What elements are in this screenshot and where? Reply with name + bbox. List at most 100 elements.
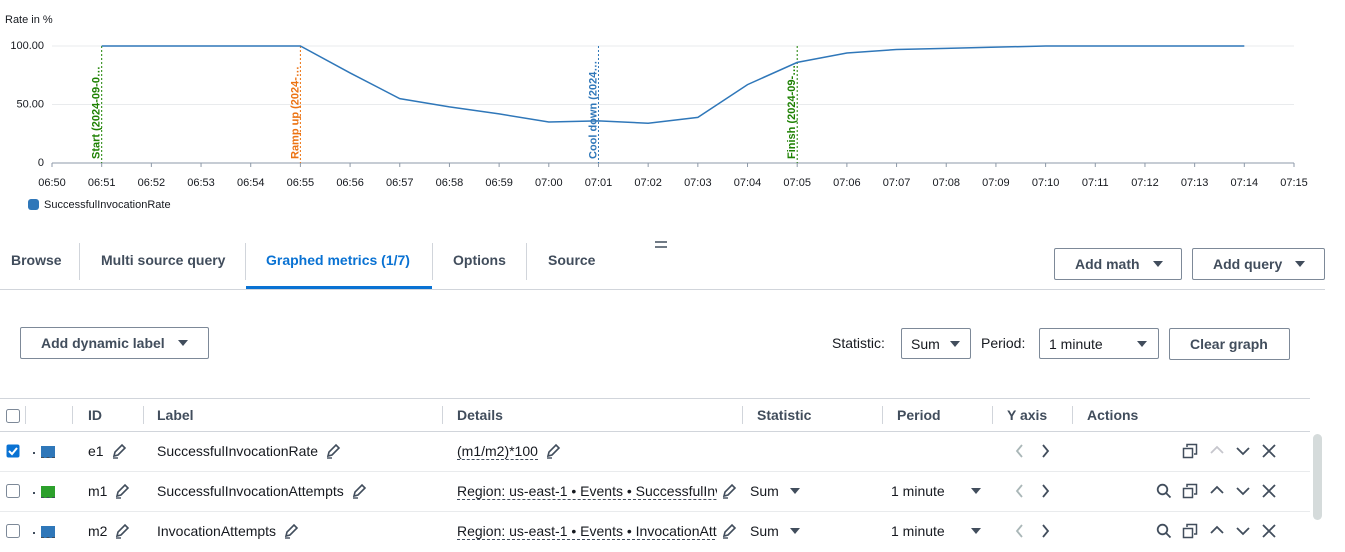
tab-separator <box>245 243 246 280</box>
metric-details[interactable]: Region: us-east-1 • Events • SuccessfulI… <box>457 481 717 501</box>
legend-label[interactable]: SuccessfulInvocationRate <box>44 199 171 211</box>
tab-divider <box>0 289 1325 290</box>
details-text: Region: us-east-1 • Events • SuccessfulI… <box>457 483 717 500</box>
column-divider <box>143 406 144 424</box>
statistic-text: Sum <box>750 523 779 539</box>
row-divider <box>0 471 1310 472</box>
remove-icon[interactable] <box>1261 443 1277 459</box>
y-axis-right[interactable] <box>1038 483 1052 499</box>
edit-icon[interactable] <box>546 443 562 459</box>
caret <box>1295 261 1306 267</box>
remove-icon[interactable] <box>1261 523 1277 539</box>
statistic-select[interactable]: Sum <box>750 521 779 541</box>
period-text: 1 minute <box>891 483 945 499</box>
y-axis-left[interactable] <box>1013 483 1027 499</box>
remove-icon[interactable] <box>1261 483 1277 499</box>
column-divider <box>25 406 26 424</box>
x-tick-label: 06:52 <box>138 177 166 189</box>
search-icon[interactable] <box>1156 483 1172 499</box>
color-swatch[interactable] <box>41 446 55 458</box>
metric-label: InvocationAttempts <box>157 521 300 541</box>
tab[interactable]: Source <box>548 252 596 268</box>
metric-id: e1 <box>88 441 128 461</box>
label-text: SuccessfulInvocationAttempts <box>157 483 344 499</box>
move-down[interactable] <box>1235 443 1251 459</box>
add-query-button[interactable]: Add query <box>1192 248 1325 280</box>
scrollbar[interactable] <box>1313 434 1322 520</box>
x-tick-label: 07:02 <box>634 177 662 189</box>
metric-details[interactable]: (m1/m2)*100 <box>457 441 562 461</box>
tab[interactable]: Multi source query <box>101 252 226 268</box>
y-axis-right[interactable] <box>1038 523 1052 539</box>
color-dot <box>33 532 35 534</box>
move-down[interactable] <box>1235 523 1251 539</box>
edit-icon[interactable] <box>722 483 738 499</box>
duplicate-icon[interactable] <box>1182 483 1198 499</box>
move-down[interactable] <box>1235 483 1251 499</box>
table-top-border <box>0 398 1310 399</box>
edit-icon[interactable] <box>352 483 368 499</box>
x-tick-label: 07:06 <box>833 177 861 189</box>
x-tick-label: 06:51 <box>88 177 116 189</box>
tab[interactable]: Graphed metrics (1/7) <box>266 252 410 268</box>
y-axis-left[interactable] <box>1013 523 1027 539</box>
select-all-checkbox[interactable] <box>6 409 20 423</box>
period-select[interactable]: 1 minute <box>891 521 945 541</box>
duplicate-icon[interactable] <box>1182 523 1198 539</box>
caret <box>790 488 800 494</box>
move-up[interactable] <box>1209 443 1225 459</box>
button-text: Add math <box>1075 256 1140 272</box>
edit-icon[interactable] <box>112 443 128 459</box>
metric-label: SuccessfulInvocationAttempts <box>157 481 368 501</box>
x-tick-label: 06:54 <box>237 177 265 189</box>
tab[interactable]: Browse <box>11 252 62 268</box>
statistic-select[interactable]: Sum <box>901 328 971 359</box>
active-tab-indicator <box>246 286 432 289</box>
label-text: InvocationAttempts <box>157 523 277 539</box>
y-axis-right[interactable] <box>1038 443 1052 459</box>
edit-icon[interactable] <box>326 443 342 459</box>
tab[interactable]: Options <box>453 252 506 268</box>
y-axis-left[interactable] <box>1013 443 1027 459</box>
legend-swatch[interactable] <box>28 199 39 210</box>
details-text: Region: us-east-1 • Events • InvocationA… <box>457 523 717 540</box>
caret <box>1137 340 1147 347</box>
search-icon[interactable] <box>1156 523 1172 539</box>
statistic-select[interactable]: Sum <box>750 481 779 501</box>
x-tick-label: 07:11 <box>1082 177 1109 189</box>
id-text: e1 <box>88 443 104 459</box>
color-swatch[interactable] <box>41 526 55 538</box>
x-tick-label: 07:05 <box>783 177 811 189</box>
caret <box>950 340 960 347</box>
duplicate-icon[interactable] <box>1182 443 1198 459</box>
x-tick-label: 06:55 <box>287 177 315 189</box>
add-dynamic-label-button[interactable]: Add dynamic label <box>20 327 209 359</box>
x-tick-label: 06:50 <box>38 177 66 189</box>
column-divider <box>442 406 443 424</box>
move-up[interactable] <box>1209 483 1225 499</box>
period-label: Period: <box>981 335 1026 351</box>
column-header: ID <box>88 407 102 423</box>
x-tick-label: 07:14 <box>1231 177 1259 189</box>
edit-icon[interactable] <box>115 523 131 539</box>
tab-separator <box>432 243 433 280</box>
drag-handle[interactable] <box>654 240 668 250</box>
metric-details[interactable]: Region: us-east-1 • Events • InvocationA… <box>457 521 717 541</box>
period-select[interactable]: 1 minute <box>891 481 945 501</box>
edit-icon[interactable] <box>284 523 300 539</box>
button-text: Clear graph <box>1190 336 1268 352</box>
edit-icon[interactable] <box>722 523 738 539</box>
row-checkbox[interactable] <box>6 484 20 498</box>
x-tick-label: 07:01 <box>585 177 613 189</box>
add-math-button[interactable]: Add math <box>1054 248 1182 280</box>
column-header: Y axis <box>1007 407 1048 423</box>
edit-icon[interactable] <box>115 483 131 499</box>
row-checkbox[interactable] <box>6 444 20 458</box>
x-tick-label: 06:58 <box>436 177 464 189</box>
move-up[interactable] <box>1209 523 1225 539</box>
clear-graph-button[interactable]: Clear graph <box>1169 328 1290 360</box>
period-select[interactable]: 1 minute <box>1039 328 1159 359</box>
row-checkbox[interactable] <box>6 524 20 538</box>
color-swatch[interactable] <box>41 486 55 498</box>
x-tick-label: 06:57 <box>386 177 414 189</box>
